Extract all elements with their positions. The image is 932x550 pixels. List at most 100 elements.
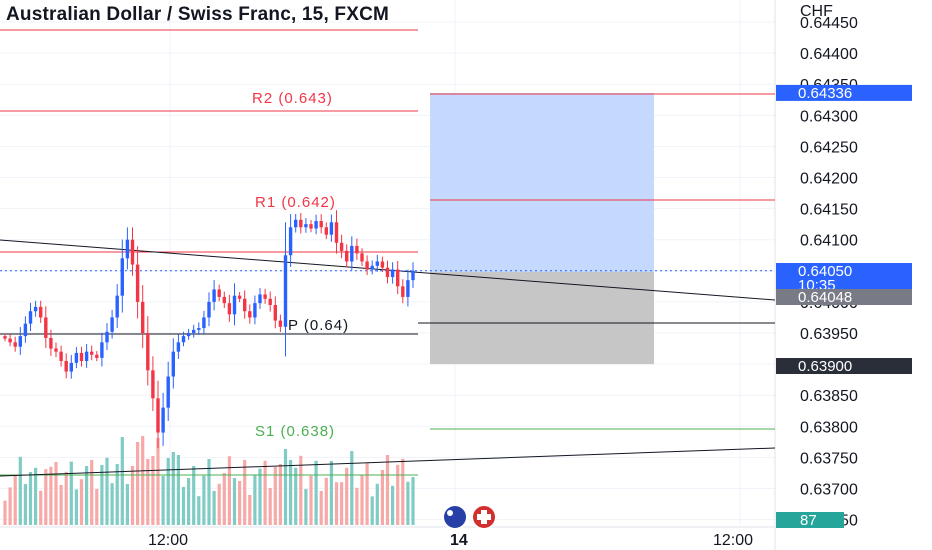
au-flag-circle [442,504,468,530]
candle-body [207,301,211,318]
pivot-levels: R2 (0.643) R1 (0.642) P (0.64) S1 (0.638) [0,29,775,476]
candle-body [288,227,293,256]
candle-body [192,329,196,333]
candle-body [3,336,7,339]
volume-bar [238,481,242,525]
candle-body [375,261,379,266]
volume-bar [69,461,73,525]
candle-body [161,407,165,433]
price-tick-label: 0.64450 [800,15,858,32]
profit-zone[interactable] [430,92,654,273]
volume-bar [375,483,379,525]
candle-body [95,354,99,358]
volume-bar [59,485,63,525]
price-tick-label: 0.63950 [800,326,858,343]
candle-body [110,317,114,332]
candle-body [294,219,298,228]
volume-bar [54,462,58,525]
price-badges: 0.64336 0.64050 10:35 0.64048 0.63900 87 [776,84,912,529]
volume-bar [181,487,186,525]
volume-bar [23,484,27,525]
candle-body [212,289,216,302]
candle-body [18,336,22,347]
price-tick-label: 0.63800 [800,419,858,436]
volume-bar [380,470,384,525]
volume-bar [396,464,400,525]
candle-body [141,301,145,333]
candle-body [39,306,43,318]
volume-bar [324,477,328,525]
volume-bar [49,466,53,525]
price-tick-label: 0.63850 [800,388,858,405]
volume-bar [79,479,84,525]
candle-body [64,360,68,372]
loss-zone[interactable] [430,272,654,365]
candle-body [232,295,237,315]
volume-bar [360,475,364,525]
volume-bar [18,456,22,525]
r2-label: R2 (0.643) [252,90,333,107]
candle-body [258,294,262,304]
ch-cross-h [477,514,491,520]
candle-body [171,351,175,377]
volume-bar [171,452,175,525]
time-label-1200: 12:00 [148,532,188,549]
volume-bar [125,484,129,525]
candle-body [176,342,181,352]
price-tick-label: 0.63750 [800,450,858,467]
candle-body [273,305,277,321]
price-tick-label: 0.64300 [800,108,858,125]
candle-body [197,328,201,330]
candle-body [263,294,267,299]
au-ch-flag-icon[interactable] [442,504,497,530]
candle-body [181,336,186,343]
candle-body [278,320,283,327]
time-axis[interactable]: 12:00 14 12:00 [148,532,753,549]
candle-body [314,221,318,229]
volume-bar [314,460,318,525]
candle-body [411,270,415,281]
candle-body [33,306,38,312]
volume-bar [130,466,135,525]
volume-bar [299,455,303,525]
candle-body [125,239,130,259]
volume-bar [110,483,114,525]
candle-body [319,221,323,228]
candle-body [44,317,48,338]
grid [0,0,776,550]
badge-bg [776,84,912,101]
s1-label: S1 (0.638) [255,423,335,440]
volume-bar [166,458,170,525]
volume-bar [243,460,247,525]
badge-bg [776,263,912,279]
candle-body [79,352,84,361]
stop-price-badge: 0.63900 [798,358,852,375]
volume-bar [85,466,89,525]
volume-bar [192,466,196,525]
volume-bar [105,457,109,525]
candle-body [115,295,119,318]
price-tick-label: 0.64400 [800,46,858,63]
r1-label: R1 (0.642) [255,194,336,211]
volume-bar [74,489,78,525]
volume-bar [294,467,298,525]
axis-unit-label: CHF [800,3,833,20]
candle-body [390,269,395,278]
target-price-badge: 0.64336 [798,85,852,102]
candle-body [146,333,150,371]
candle-body [360,253,364,262]
chart-title: Australian Dollar / Swiss Franc, 15, FXC… [6,4,390,25]
candle-body [237,295,242,299]
candle-body [283,255,288,327]
candle-body [166,376,170,408]
candle-body [13,342,17,347]
volume-bar [263,460,267,525]
volume-bar [273,467,277,525]
candle-body [253,303,257,318]
volume-bar [156,438,160,525]
volume-bar [304,489,308,525]
price-tick-label: 0.63700 [800,482,858,499]
price-tick-label: 0.64200 [800,171,858,188]
